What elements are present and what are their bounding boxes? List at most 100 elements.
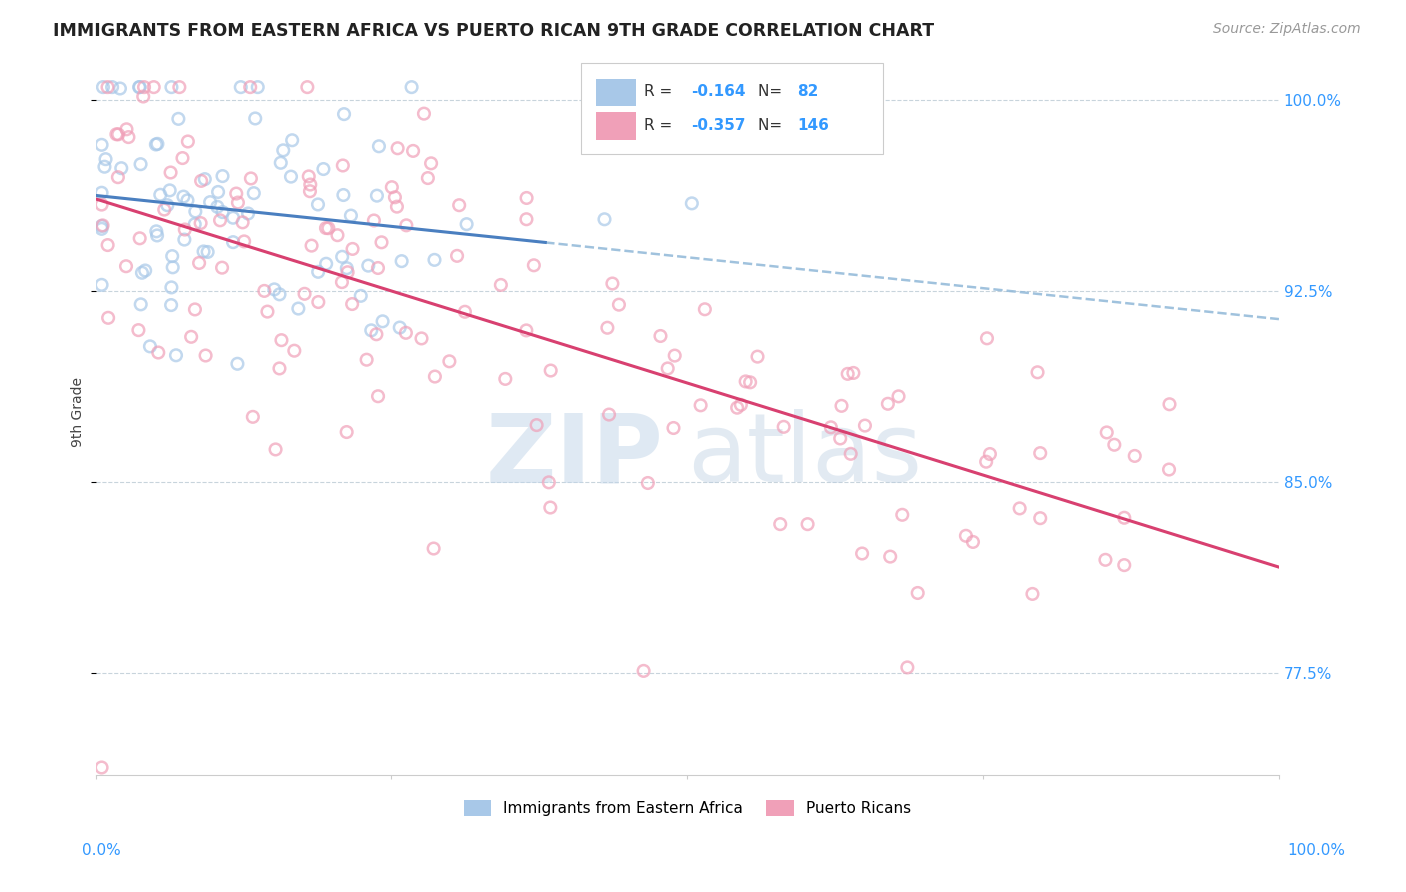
Point bbox=[326, 228, 349, 243]
Point bbox=[402, 144, 425, 158]
Point bbox=[446, 249, 468, 263]
Point bbox=[315, 221, 337, 235]
Point bbox=[1114, 510, 1136, 524]
Point bbox=[281, 133, 304, 147]
Point bbox=[830, 432, 852, 446]
Point bbox=[242, 409, 264, 424]
Point bbox=[156, 198, 179, 212]
Point bbox=[637, 475, 659, 490]
Text: 100.0%: 100.0% bbox=[1286, 843, 1346, 857]
Point bbox=[280, 169, 302, 184]
Point bbox=[222, 211, 245, 225]
Point bbox=[283, 343, 305, 358]
Point bbox=[842, 366, 865, 380]
Text: Source: ZipAtlas.com: Source: ZipAtlas.com bbox=[1213, 22, 1361, 37]
Point bbox=[494, 372, 516, 386]
Point bbox=[108, 81, 131, 95]
Point bbox=[332, 188, 354, 202]
Point bbox=[94, 152, 117, 166]
Point bbox=[245, 112, 267, 126]
Point bbox=[93, 160, 115, 174]
Point bbox=[169, 80, 191, 95]
Point bbox=[90, 186, 112, 200]
Point bbox=[330, 275, 353, 289]
Point bbox=[312, 162, 335, 177]
Point bbox=[146, 136, 169, 151]
Point bbox=[167, 112, 190, 126]
Point bbox=[384, 190, 406, 204]
Point bbox=[747, 350, 769, 364]
Point bbox=[298, 184, 321, 198]
Point bbox=[974, 455, 997, 469]
Point bbox=[307, 265, 329, 279]
Point bbox=[159, 165, 181, 179]
Point bbox=[370, 235, 392, 250]
Point bbox=[165, 348, 187, 362]
Point bbox=[239, 80, 262, 95]
Point bbox=[395, 326, 418, 340]
Point bbox=[664, 349, 686, 363]
Point bbox=[391, 254, 413, 268]
Point bbox=[837, 367, 859, 381]
Point bbox=[139, 339, 162, 353]
Point bbox=[134, 263, 156, 277]
Point bbox=[173, 222, 195, 236]
Point bbox=[184, 302, 207, 317]
Point bbox=[97, 238, 120, 252]
Text: -0.164: -0.164 bbox=[690, 84, 745, 99]
Point bbox=[105, 128, 128, 142]
Point bbox=[101, 80, 124, 95]
Point bbox=[657, 361, 679, 376]
Point bbox=[145, 224, 167, 238]
Point bbox=[879, 549, 901, 564]
Point bbox=[693, 302, 716, 317]
Point bbox=[91, 80, 114, 95]
Point bbox=[91, 219, 114, 233]
Text: 146: 146 bbox=[797, 118, 830, 133]
Point bbox=[299, 178, 322, 192]
Point bbox=[979, 447, 1001, 461]
Point bbox=[226, 195, 249, 210]
Point bbox=[366, 188, 388, 202]
Point bbox=[209, 213, 232, 227]
Point bbox=[740, 376, 762, 390]
Point bbox=[1021, 587, 1043, 601]
Point bbox=[411, 331, 433, 345]
Point bbox=[301, 238, 323, 252]
Point bbox=[211, 260, 233, 275]
Text: atlas: atlas bbox=[688, 409, 922, 502]
Text: 0.0%: 0.0% bbox=[82, 843, 121, 857]
Point bbox=[423, 252, 446, 267]
Point bbox=[853, 418, 876, 433]
Point bbox=[540, 363, 562, 377]
Point bbox=[887, 389, 910, 403]
Point bbox=[162, 260, 184, 275]
Point bbox=[294, 286, 316, 301]
Point bbox=[1157, 462, 1180, 476]
Point bbox=[222, 235, 245, 249]
Point bbox=[110, 161, 132, 176]
Point bbox=[598, 408, 620, 422]
Point bbox=[449, 198, 471, 212]
Point bbox=[340, 297, 363, 311]
Point bbox=[90, 277, 112, 292]
Point bbox=[173, 233, 195, 247]
Point bbox=[769, 517, 792, 532]
Point bbox=[287, 301, 309, 316]
Text: N=: N= bbox=[758, 118, 787, 133]
Point bbox=[907, 586, 929, 600]
Point bbox=[356, 352, 378, 367]
FancyBboxPatch shape bbox=[596, 112, 637, 140]
Point bbox=[194, 172, 217, 186]
Point bbox=[401, 80, 423, 95]
Point bbox=[90, 760, 112, 774]
Text: N=: N= bbox=[758, 84, 787, 99]
Point bbox=[360, 323, 382, 337]
Point bbox=[515, 212, 537, 227]
Point bbox=[388, 320, 411, 334]
Point bbox=[160, 249, 183, 263]
Point bbox=[129, 297, 152, 311]
Point bbox=[526, 418, 548, 433]
Point bbox=[115, 122, 138, 136]
Point bbox=[159, 183, 181, 197]
